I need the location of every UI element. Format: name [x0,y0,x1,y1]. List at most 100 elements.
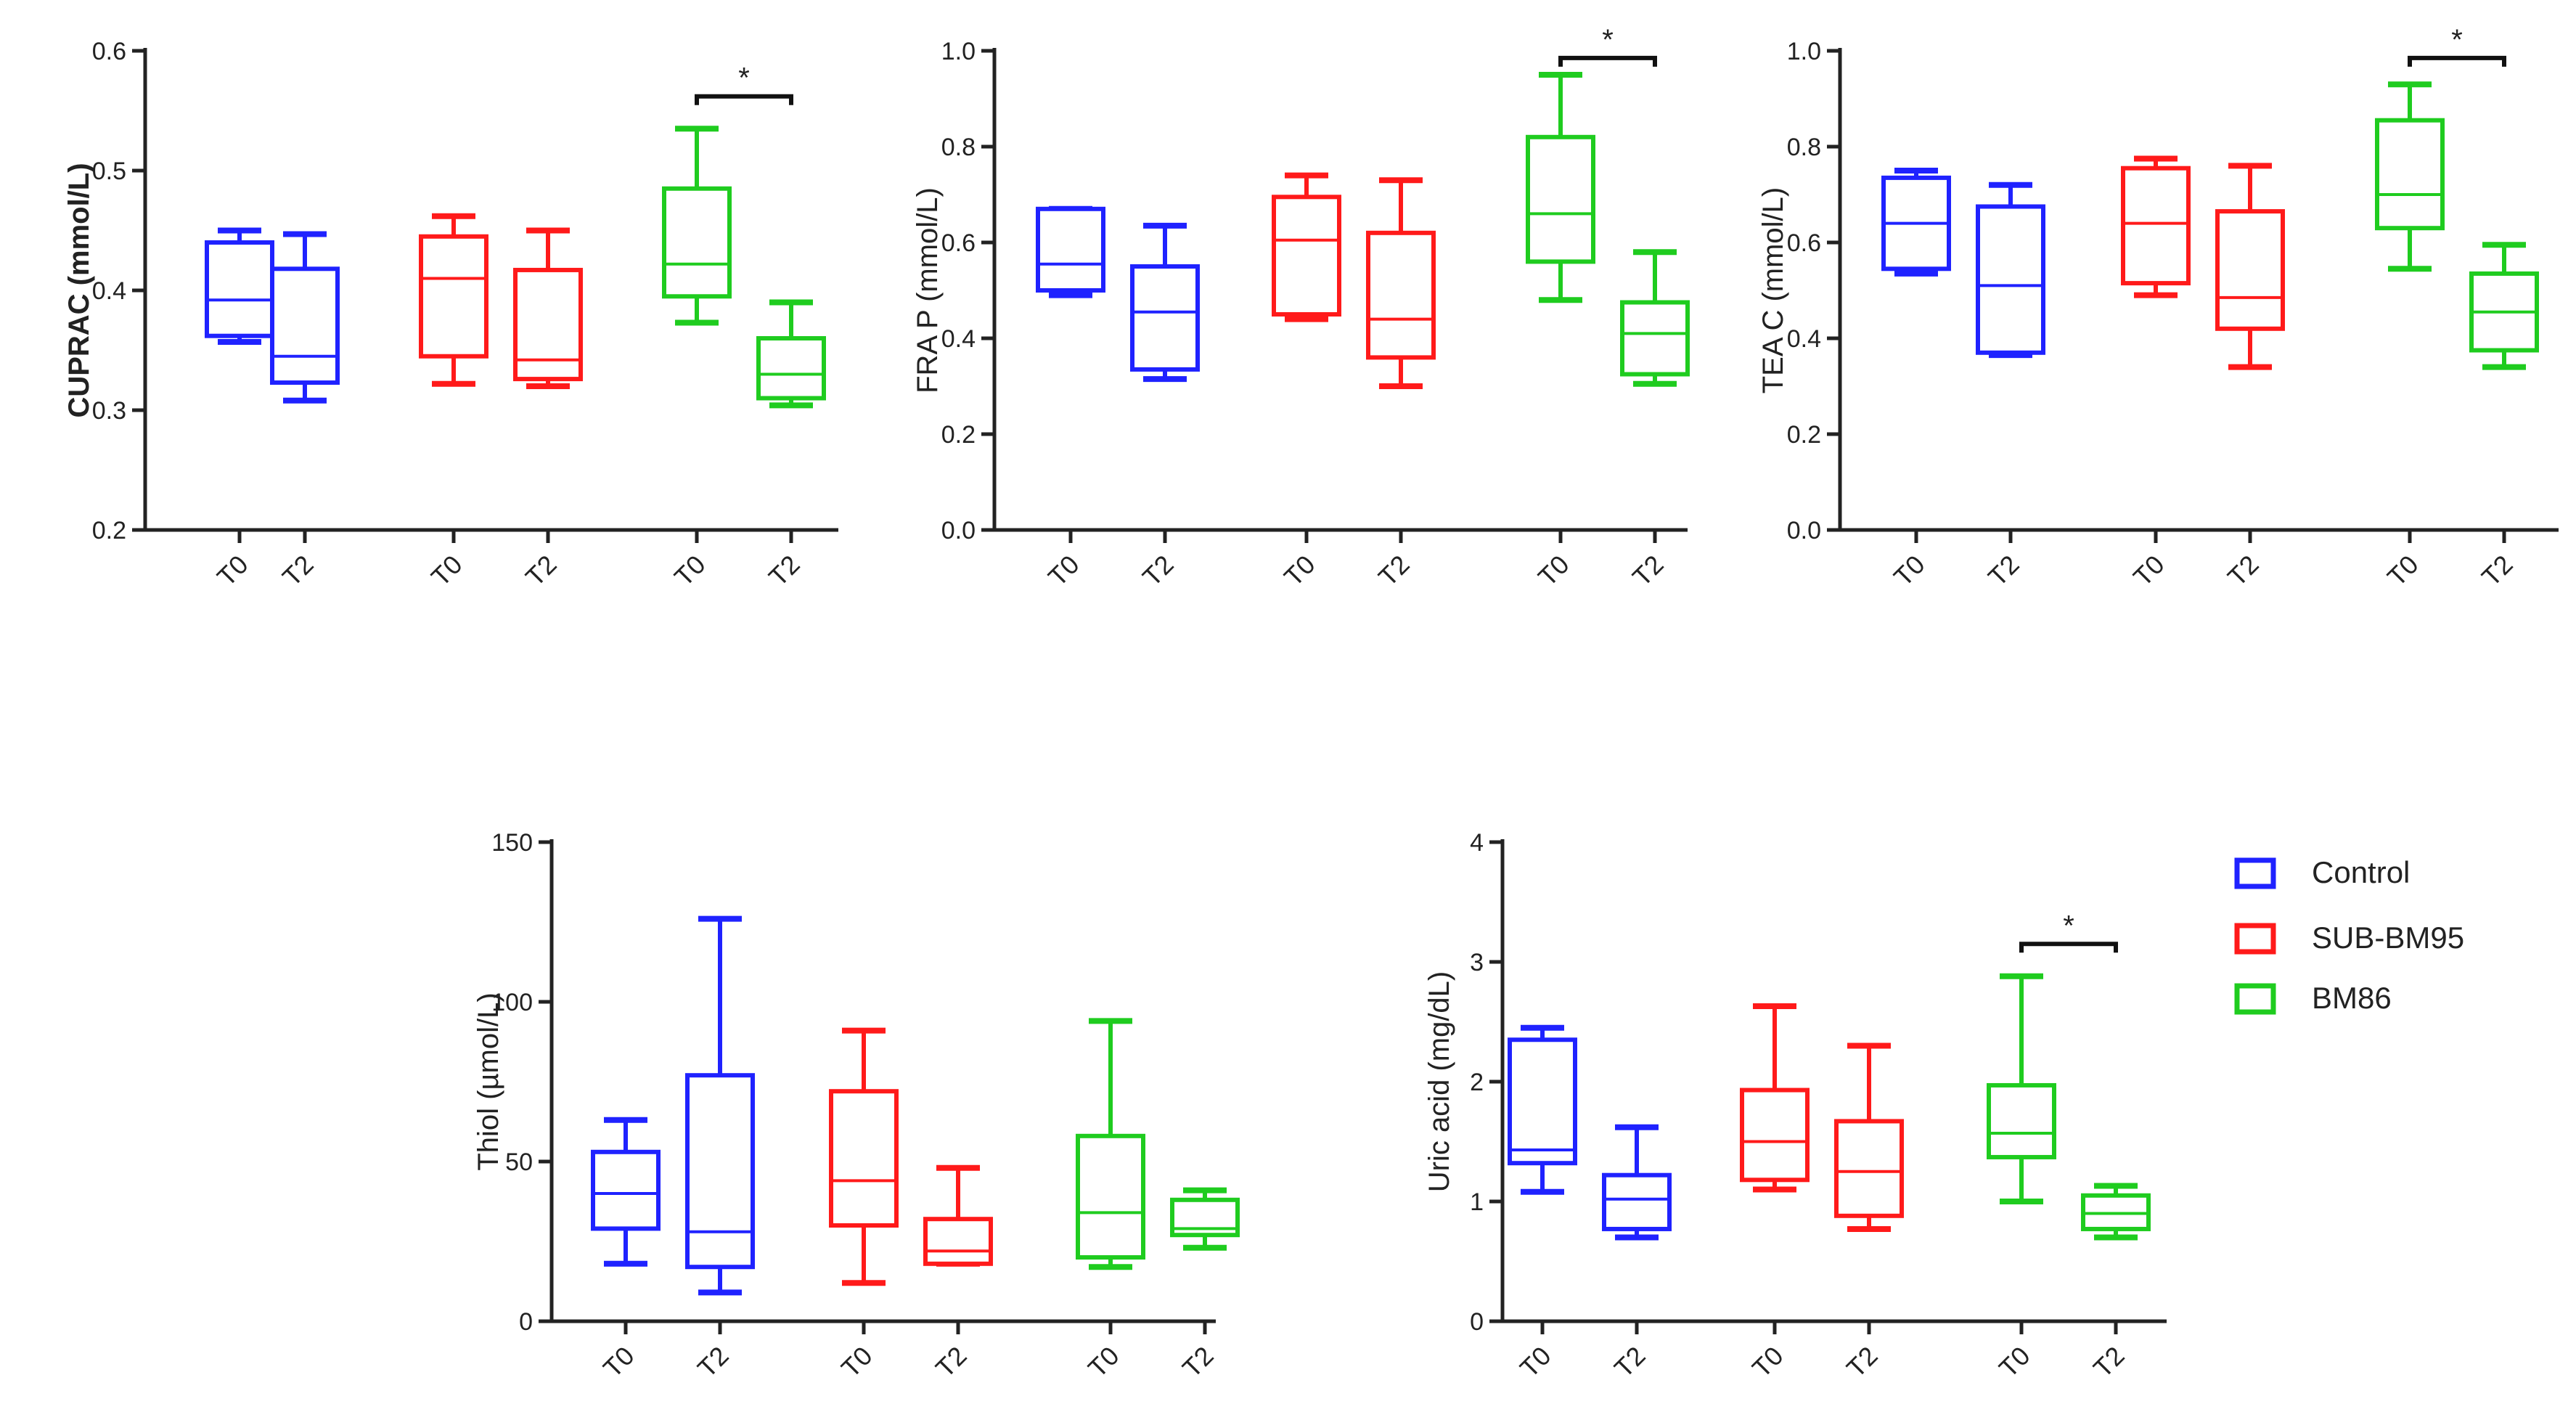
box-control-t2 [270,231,340,404]
x-category-label: T2 [1373,550,1415,592]
iqr-box [1976,204,2045,355]
x-category-label: T0 [1082,1341,1125,1384]
x-category-label: T0 [1532,550,1575,592]
x-category-label: T2 [763,550,806,592]
y-tick-label: 0.2 [92,517,126,544]
box-bm86-t0 [662,126,732,326]
box-bm86-t2 [2469,242,2539,370]
x-category-label: T2 [1982,550,2025,592]
x-category-label: T0 [1993,1341,2036,1384]
significance-bracket: * [2408,24,2506,67]
legend: Control SUB-BM95 BM86 [2234,855,2464,1015]
legend-item-control: Control [2234,855,2410,889]
iqr-box [1366,230,1436,360]
iqr-box [2121,166,2191,286]
significance-bracket: * [695,62,793,105]
box-sub-bm95-t0 [1272,172,1341,322]
x-category-label: T0 [835,1341,878,1384]
significance-star: * [2063,910,2074,942]
x-category-label: T2 [1841,1341,1884,1384]
y-tick-label: 0.5 [92,158,126,185]
x-category-label: T2 [930,1341,973,1384]
x-category-label: T2 [1177,1341,1219,1384]
box-sub-bm95-t0 [419,213,488,387]
y-tick-label: 0 [519,1308,533,1336]
y-tick-label: 0.6 [941,229,976,257]
box-sub-bm95-t0 [2121,155,2191,298]
box-control-t2 [1130,222,1200,383]
box-bm86-t2 [1170,1187,1240,1251]
box-bm86-t0 [2375,81,2445,272]
y-tick-label: 2 [1470,1069,1484,1096]
x-category-label: T0 [1278,550,1321,592]
y-tick-label: 0.8 [1787,134,1821,161]
iqr-box [2375,118,2445,231]
iqr-box [829,1089,899,1228]
y-tick-label: 0.3 [92,397,126,425]
y-axis-title: CUPRAC (mmol/L) [63,163,95,417]
iqr-box [2215,209,2285,331]
teac-panel: 0.0 0.2 0.4 0.6 0.8 1.0 TEA C (mmol/L) T0 T2 T0 T2… [1757,24,2559,592]
iqr-box [1272,195,1341,317]
y-axis-title: TEA C (mmol/L) [1757,187,1789,393]
significance-star: * [738,62,750,94]
y-tick-label: 0.8 [941,134,976,161]
legend-swatch-control [2234,857,2276,889]
iqr-box [1834,1119,1904,1218]
iqr-box [1620,300,1690,377]
box-sub-bm95-t0 [1740,1003,1810,1193]
significance-star: * [1602,24,1614,56]
bracket-line [695,94,793,105]
iqr-box [756,336,826,401]
x-category-label: T2 [1137,550,1179,592]
box-control-t0 [591,1117,661,1267]
legend-item-sub-bm95: SUB-BM95 [2234,921,2464,955]
y-tick-label: 4 [1470,829,1484,857]
y-tick-label: 3 [1470,949,1484,976]
x-category-label: T0 [1888,550,1931,592]
y-tick-label: 0.4 [941,325,976,353]
x-category-label: T0 [425,550,468,592]
y-tick-label: 50 [505,1148,533,1176]
box-bm86-t2 [756,299,826,409]
iqr-box [1987,1082,2056,1159]
x-category-label: T0 [597,1341,640,1384]
x-category-label: T0 [1746,1341,1789,1384]
y-tick-label: 0.6 [92,38,126,65]
y-tick-label: 1 [1470,1188,1484,1216]
iqr-box [591,1149,661,1231]
uric-acid-panel: 0 1 2 3 4 Uric acid (mg/dL) T0 T2 T0 T2 T0 T2 * [1423,829,2167,1383]
y-tick-label: 0.4 [92,277,126,305]
y-tick-label: 0.0 [941,517,976,544]
box-sub-bm95-t2 [1834,1042,1904,1232]
legend-swatch-bm86 [2234,983,2276,1015]
iqr-box [662,186,732,299]
significance-bracket: * [1558,24,1657,67]
box-sub-bm95-t2 [923,1164,993,1267]
x-category-label: T0 [1042,550,1085,592]
iqr-box [419,234,488,359]
y-tick-label: 0.2 [1787,421,1821,449]
iqr-box [1602,1172,1672,1231]
y-axis-title: FRA P (mmol/L) [912,187,944,393]
box-sub-bm95-t2 [2215,163,2285,370]
x-category-label: T0 [2381,550,2424,592]
y-tick-label: 100 [491,989,533,1016]
legend-item-bm86: BM86 [2234,981,2392,1015]
box-control-t0 [1881,168,1951,277]
y-tick-label: 0.6 [1787,229,1821,257]
box-bm86-t0 [1987,973,2056,1204]
box-bm86-t2 [1620,249,1690,387]
legend-label-bm86: BM86 [2312,981,2392,1015]
x-category-label: T2 [2476,550,2519,592]
x-category-label: T2 [692,1341,735,1384]
iqr-box [1076,1133,1145,1260]
cuprac-panel: 0.2 0.3 0.4 0.5 0.6 CUPRAC (mmol/L) T0 T2 T0 T2 T0… [63,38,838,592]
box-control-t2 [1602,1124,1672,1241]
thiol-panel: 0 50 100 150 Thiol (µmol/L) T0 T2 T0 T2 T0 T2 [473,829,1240,1384]
x-category-label: T0 [211,550,254,592]
x-category-label: T2 [2088,1341,2130,1384]
y-tick-label: 0.2 [941,421,976,449]
